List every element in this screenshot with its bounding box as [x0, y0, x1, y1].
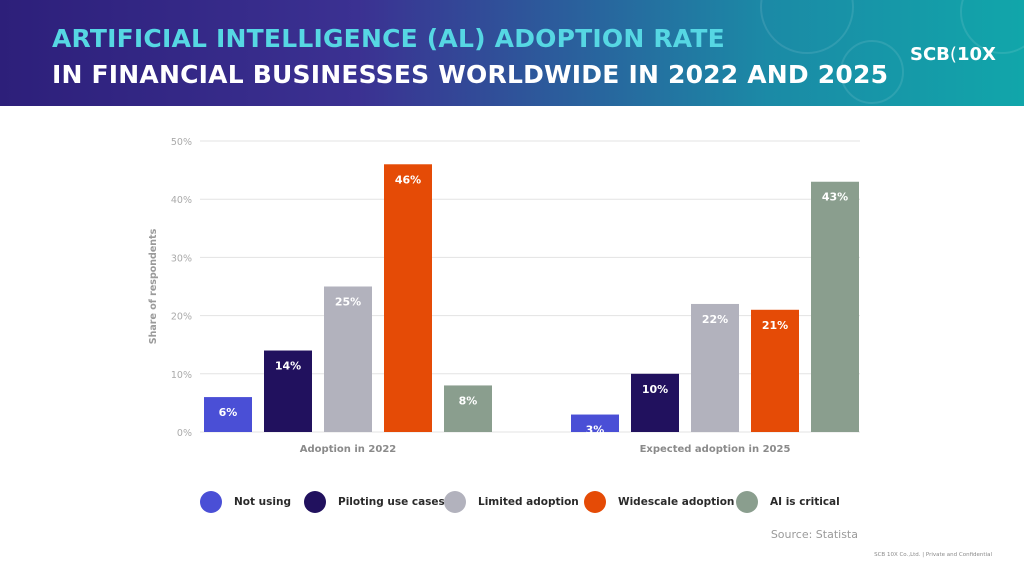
bar-data-label: 25%	[335, 296, 361, 309]
y-axis-label: Share of respondents	[148, 228, 159, 344]
bar	[444, 385, 492, 432]
legend-item: Widescale adoption	[584, 489, 734, 515]
bar-data-label: 10%	[642, 383, 668, 396]
header-banner: ARTIFICIAL INTELLIGENCE (AL) ADOPTION RA…	[0, 0, 1024, 106]
y-tick-label: 30%	[171, 253, 192, 264]
bar	[204, 397, 252, 432]
title-line-1: ARTIFICIAL INTELLIGENCE (AL) ADOPTION RA…	[52, 24, 725, 53]
bar-data-label: 43%	[822, 191, 848, 204]
legend-label: Piloting use cases	[338, 496, 445, 508]
decor-circle	[840, 40, 904, 104]
legend-swatch	[444, 491, 466, 513]
legend-item: Piloting use cases	[304, 489, 445, 515]
legend-swatch	[200, 491, 222, 513]
bar	[691, 303, 739, 432]
bar-data-label: 8%	[459, 394, 478, 407]
scb10x-logo: SCB(10X	[910, 44, 996, 65]
legend-label: Not using	[234, 496, 291, 508]
bar-data-label: 3%	[586, 424, 605, 437]
legend-item: AI is critical	[736, 489, 840, 515]
legend-swatch	[304, 491, 326, 513]
y-tick-label: 50%	[171, 137, 192, 148]
legend: Not using Piloting use cases Limited adopt…	[200, 489, 900, 515]
source-note: Source: Statista	[770, 528, 858, 541]
bar-data-label: 21%	[762, 319, 788, 332]
legend-swatch	[584, 491, 606, 513]
x-category-label: Expected adoption in 2025	[640, 444, 791, 455]
bar-chart: 0% 10% 20% 30% 40% 50% Share of respondents 6% 1…	[148, 137, 860, 455]
y-tick-label: 20%	[171, 312, 192, 323]
legend-label: Limited adoption	[478, 496, 579, 508]
bar-data-label: 6%	[219, 406, 238, 419]
title-line-2: IN FINANCIAL BUSINESSES WORLDWIDE IN 202…	[52, 60, 889, 89]
y-tick-label: 0%	[177, 428, 192, 439]
logo-text-left: SCB	[910, 44, 950, 65]
logo-text-right: 10X	[956, 44, 996, 65]
bar	[811, 181, 859, 432]
y-tick-label: 40%	[171, 195, 192, 206]
bar	[264, 350, 312, 432]
x-category-label: Adoption in 2022	[300, 444, 397, 455]
y-tick-label: 10%	[171, 370, 192, 381]
logo-paren: (	[949, 44, 957, 65]
decor-circle	[760, 0, 854, 54]
legend-item: Limited adoption	[444, 489, 579, 515]
bar-data-label: 46%	[395, 173, 421, 186]
legend-item: Not using	[200, 489, 291, 515]
footer-note: SCB 10X Co.,Ltd. | Private and Confident…	[874, 552, 992, 558]
bar	[751, 309, 799, 432]
bar	[384, 164, 432, 432]
bar-data-label: 22%	[702, 313, 728, 326]
bar	[571, 414, 619, 432]
bar	[324, 286, 372, 432]
legend-swatch	[736, 491, 758, 513]
legend-label: Widescale adoption	[618, 496, 735, 508]
bar	[631, 373, 679, 432]
legend-label: AI is critical	[770, 496, 840, 508]
bar-data-label: 14%	[275, 360, 301, 373]
